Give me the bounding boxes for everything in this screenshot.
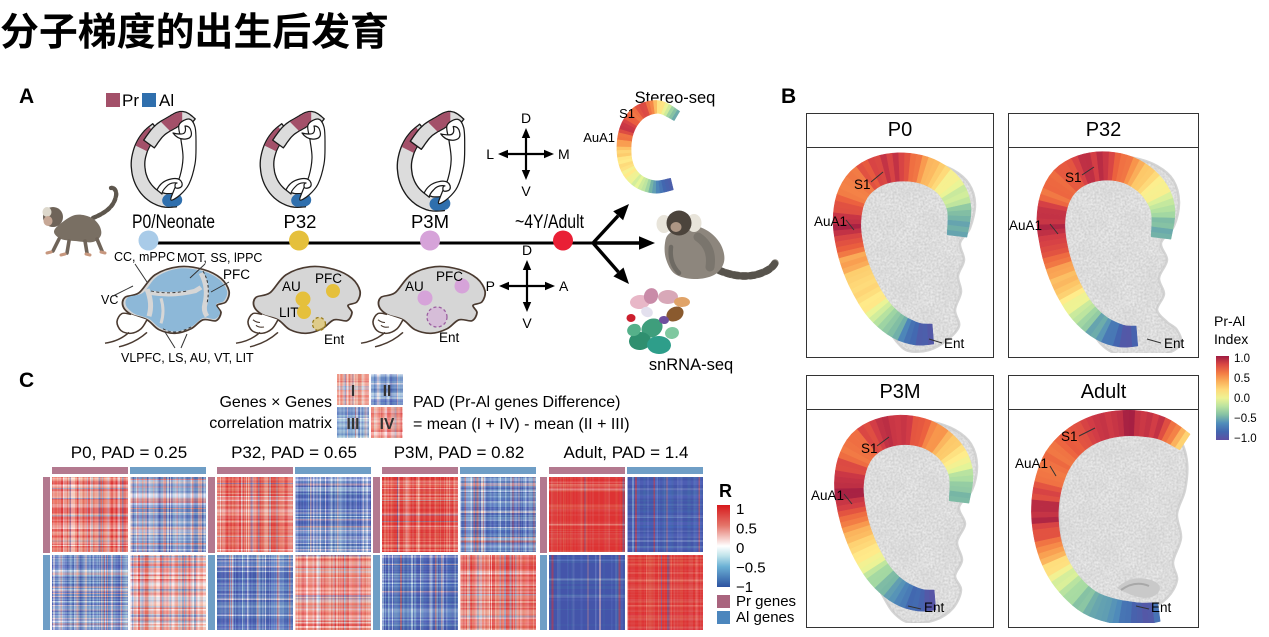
- svg-text:R: R: [719, 483, 732, 501]
- svg-text:Pr-Al: Pr-Al: [1214, 314, 1245, 329]
- svg-text:PFC: PFC: [315, 271, 342, 286]
- svg-text:Ent: Ent: [324, 332, 345, 347]
- svg-text:Pr: Pr: [122, 91, 139, 110]
- svg-text:AuA1: AuA1: [814, 214, 847, 229]
- svg-text:Index: Index: [1214, 331, 1248, 347]
- svg-text:Al: Al: [159, 91, 174, 110]
- svg-text:0.5: 0.5: [1234, 373, 1250, 385]
- svg-text:1.0: 1.0: [1234, 353, 1250, 365]
- svg-text:II: II: [383, 383, 392, 400]
- svg-text:AuA1: AuA1: [1009, 218, 1042, 233]
- svg-text:III: III: [347, 416, 360, 433]
- svg-text:S1: S1: [854, 177, 871, 192]
- svg-text:Ent: Ent: [1151, 600, 1172, 615]
- svg-text:PFC: PFC: [436, 269, 463, 284]
- svg-text:1: 1: [736, 501, 744, 518]
- svg-text:P0/Neonate: P0/Neonate: [132, 212, 215, 233]
- svg-text:Ent: Ent: [439, 330, 460, 345]
- svg-text:AuA1: AuA1: [1015, 456, 1048, 471]
- svg-text:V: V: [522, 315, 532, 331]
- svg-text:−0.5: −0.5: [736, 560, 766, 577]
- svg-text:~4Y/Adult: ~4Y/Adult: [515, 212, 585, 233]
- svg-text:AU: AU: [282, 279, 301, 294]
- svg-text:S1: S1: [1061, 429, 1078, 444]
- svg-text:Ent: Ent: [1164, 336, 1185, 351]
- svg-text:V: V: [521, 183, 531, 199]
- svg-text:M: M: [558, 146, 570, 162]
- svg-text:P: P: [486, 278, 495, 294]
- svg-text:−1.0: −1.0: [1234, 433, 1257, 445]
- svg-text:L: L: [486, 146, 494, 162]
- svg-text:A: A: [559, 278, 569, 294]
- svg-text:P32: P32: [284, 211, 317, 232]
- svg-text:LIT: LIT: [279, 305, 299, 320]
- svg-text:MOT, SS, lPPC: MOT, SS, lPPC: [177, 251, 262, 265]
- svg-text:CC, mPPC: CC, mPPC: [114, 250, 175, 264]
- svg-text:Al genes: Al genes: [736, 609, 794, 626]
- svg-text:D: D: [521, 110, 531, 126]
- svg-text:IV: IV: [380, 416, 395, 433]
- svg-text:0.5: 0.5: [736, 521, 757, 538]
- svg-text:0.0: 0.0: [1234, 393, 1250, 405]
- svg-text:VLPFC, LS, AU, VT, LIT: VLPFC, LS, AU, VT, LIT: [121, 351, 254, 365]
- svg-text:−0.5: −0.5: [1234, 413, 1257, 425]
- svg-text:0: 0: [736, 540, 744, 557]
- svg-text:S1: S1: [619, 106, 635, 121]
- svg-text:snRNA-seq: snRNA-seq: [649, 356, 733, 374]
- svg-text:VC: VC: [101, 293, 118, 307]
- svg-text:AuA1: AuA1: [583, 130, 615, 145]
- svg-text:S1: S1: [1065, 170, 1082, 185]
- svg-text:S1: S1: [861, 441, 878, 456]
- svg-text:AU: AU: [405, 279, 424, 294]
- svg-text:Pr genes: Pr genes: [736, 593, 796, 610]
- svg-text:I: I: [351, 383, 355, 400]
- svg-text:P3M: P3M: [411, 211, 449, 232]
- svg-text:−1: −1: [736, 579, 753, 596]
- svg-text:Ent: Ent: [924, 600, 945, 615]
- svg-text:Ent: Ent: [944, 336, 965, 351]
- svg-text:D: D: [522, 242, 532, 258]
- svg-text:PFC: PFC: [223, 267, 250, 282]
- svg-text:AuA1: AuA1: [811, 488, 844, 503]
